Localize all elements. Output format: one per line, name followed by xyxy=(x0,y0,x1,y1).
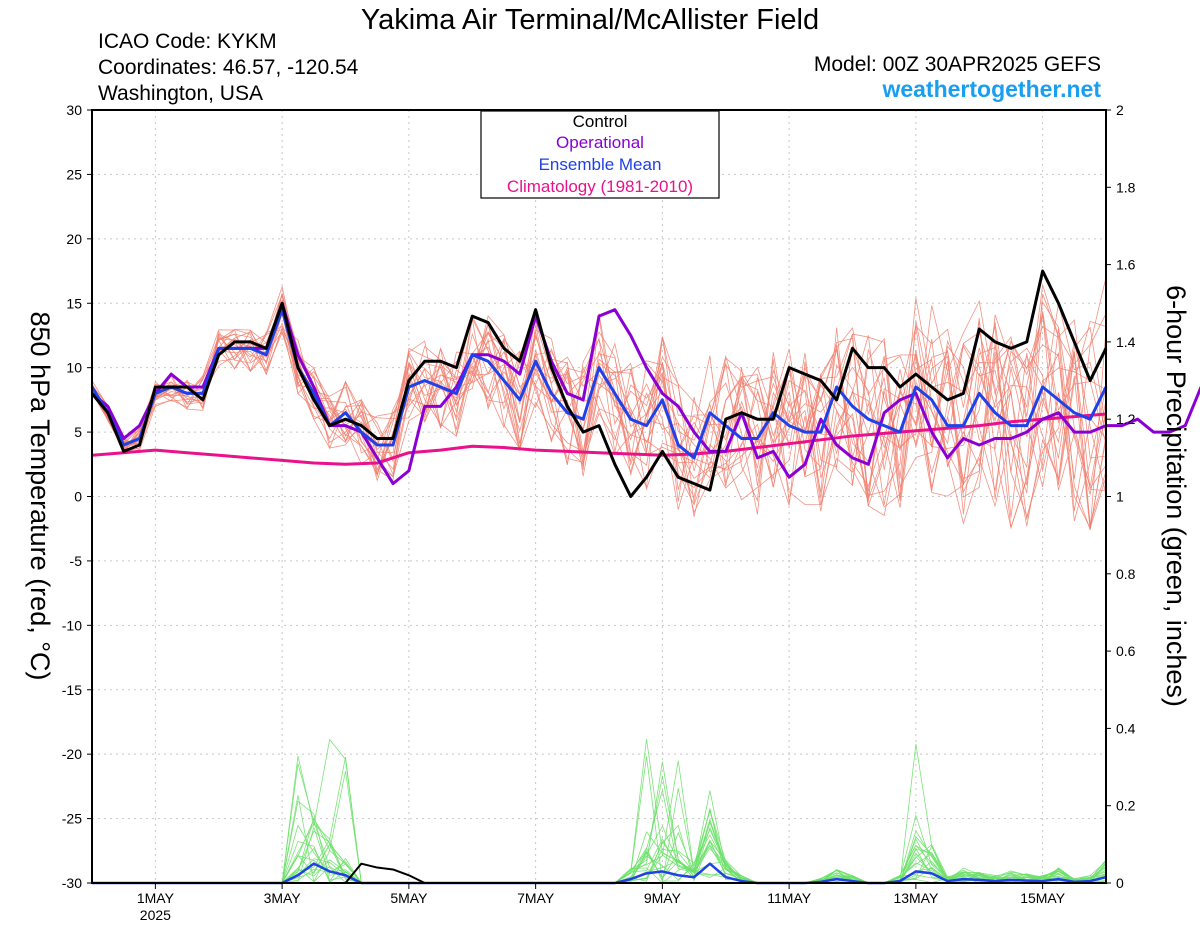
right-tick-label: 1.8 xyxy=(1116,179,1136,195)
right-tick-label: 1 xyxy=(1116,489,1124,505)
x-tick-label: 9MAY xyxy=(644,890,682,906)
left-tick-label: 0 xyxy=(74,489,82,505)
x-tick-label: 3MAY xyxy=(264,890,302,906)
right-tick-label: 2 xyxy=(1116,102,1124,118)
axes: 302520151050-5-10-15-20-25-3021.81.61.41… xyxy=(62,102,1136,923)
right-tick-label: 1.6 xyxy=(1116,257,1136,273)
climatology-line xyxy=(91,412,1107,466)
right-tick-label: 0.4 xyxy=(1116,720,1136,736)
plot-background xyxy=(92,110,1106,883)
right-tick-label: 1.4 xyxy=(1116,334,1136,350)
left-axis-title: 850 hPa Temperature (red, °C) xyxy=(25,312,55,681)
gridlines xyxy=(92,110,1106,883)
legend-control: Control xyxy=(573,112,628,131)
right-axis-title: 6-hour Precipitation (green, inches) xyxy=(1161,285,1191,707)
legend-ensemble-mean: Ensemble Mean xyxy=(539,155,662,174)
temp-member-line xyxy=(91,303,1107,528)
right-tick-label: 0.8 xyxy=(1116,566,1136,582)
x-tick-label: 7MAY xyxy=(517,890,555,906)
right-tick-label: 0.6 xyxy=(1116,643,1136,659)
legend-box xyxy=(480,110,720,199)
x-tick-label: 11MAY xyxy=(767,890,811,906)
left-tick-label: -10 xyxy=(62,617,82,633)
left-tick-label: 5 xyxy=(74,424,82,440)
left-tick-label: -30 xyxy=(62,875,82,891)
left-tick-label: 15 xyxy=(66,295,82,311)
left-tick-label: 10 xyxy=(66,360,82,376)
left-tick-label: -15 xyxy=(62,682,82,698)
coordinates: Coordinates: 46.57, -120.54 xyxy=(98,56,359,79)
legend: Control Operational Ensemble Mean Climat… xyxy=(480,110,720,199)
left-tick-label: 30 xyxy=(66,102,82,118)
region: Washington, USA xyxy=(98,82,263,105)
x-tick-label: 13MAY xyxy=(893,890,939,906)
left-tick-label: -25 xyxy=(62,811,82,827)
left-tick-label: -20 xyxy=(62,746,82,762)
legend-operational: Operational xyxy=(556,133,644,152)
x-tick-label: 5MAY xyxy=(390,890,428,906)
chart-title: Yakima Air Terminal/McAllister Field xyxy=(361,4,819,36)
control-line xyxy=(90,269,1108,498)
temp-member-line xyxy=(91,293,1107,498)
right-tick-label: 0 xyxy=(1116,875,1124,891)
x-tick-label: 1MAY xyxy=(137,890,175,906)
x-year-label: 2025 xyxy=(140,907,171,923)
site-link[interactable]: weathertogether.net xyxy=(881,76,1101,102)
ensemble-mean-line xyxy=(90,308,1108,460)
right-tick-label: 1.2 xyxy=(1116,411,1136,427)
icao-code: ICAO Code: KYKM xyxy=(98,30,277,53)
temp-member-line xyxy=(91,330,1107,515)
model-run: Model: 00Z 30APR2025 GEFS xyxy=(814,53,1101,76)
left-tick-label: 20 xyxy=(66,231,82,247)
legend-climatology: Climatology (1981-2010) xyxy=(507,177,693,196)
left-tick-label: -5 xyxy=(70,553,83,569)
left-tick-label: 25 xyxy=(66,166,82,182)
right-tick-label: 0.2 xyxy=(1116,798,1136,814)
x-tick-label: 15MAY xyxy=(1020,890,1066,906)
